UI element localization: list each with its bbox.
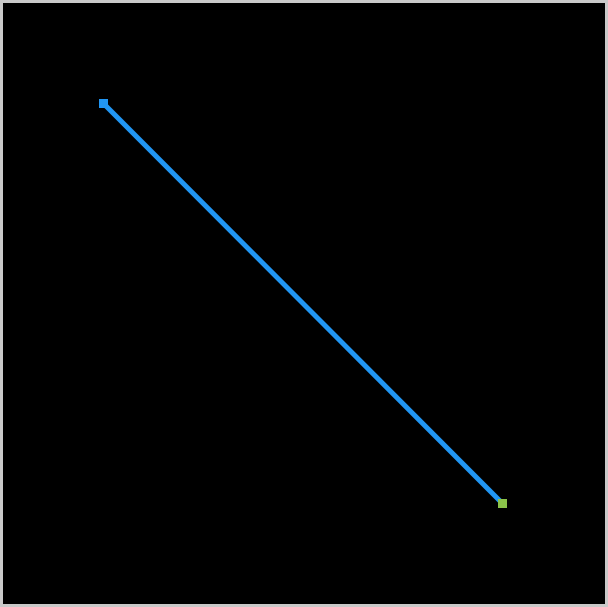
scene-svg: [99, 99, 507, 508]
end-marker-icon[interactable]: [498, 499, 507, 508]
path-line: [100, 100, 505, 506]
start-marker-icon[interactable]: [99, 99, 108, 108]
game-canvas[interactable]: [3, 3, 605, 604]
